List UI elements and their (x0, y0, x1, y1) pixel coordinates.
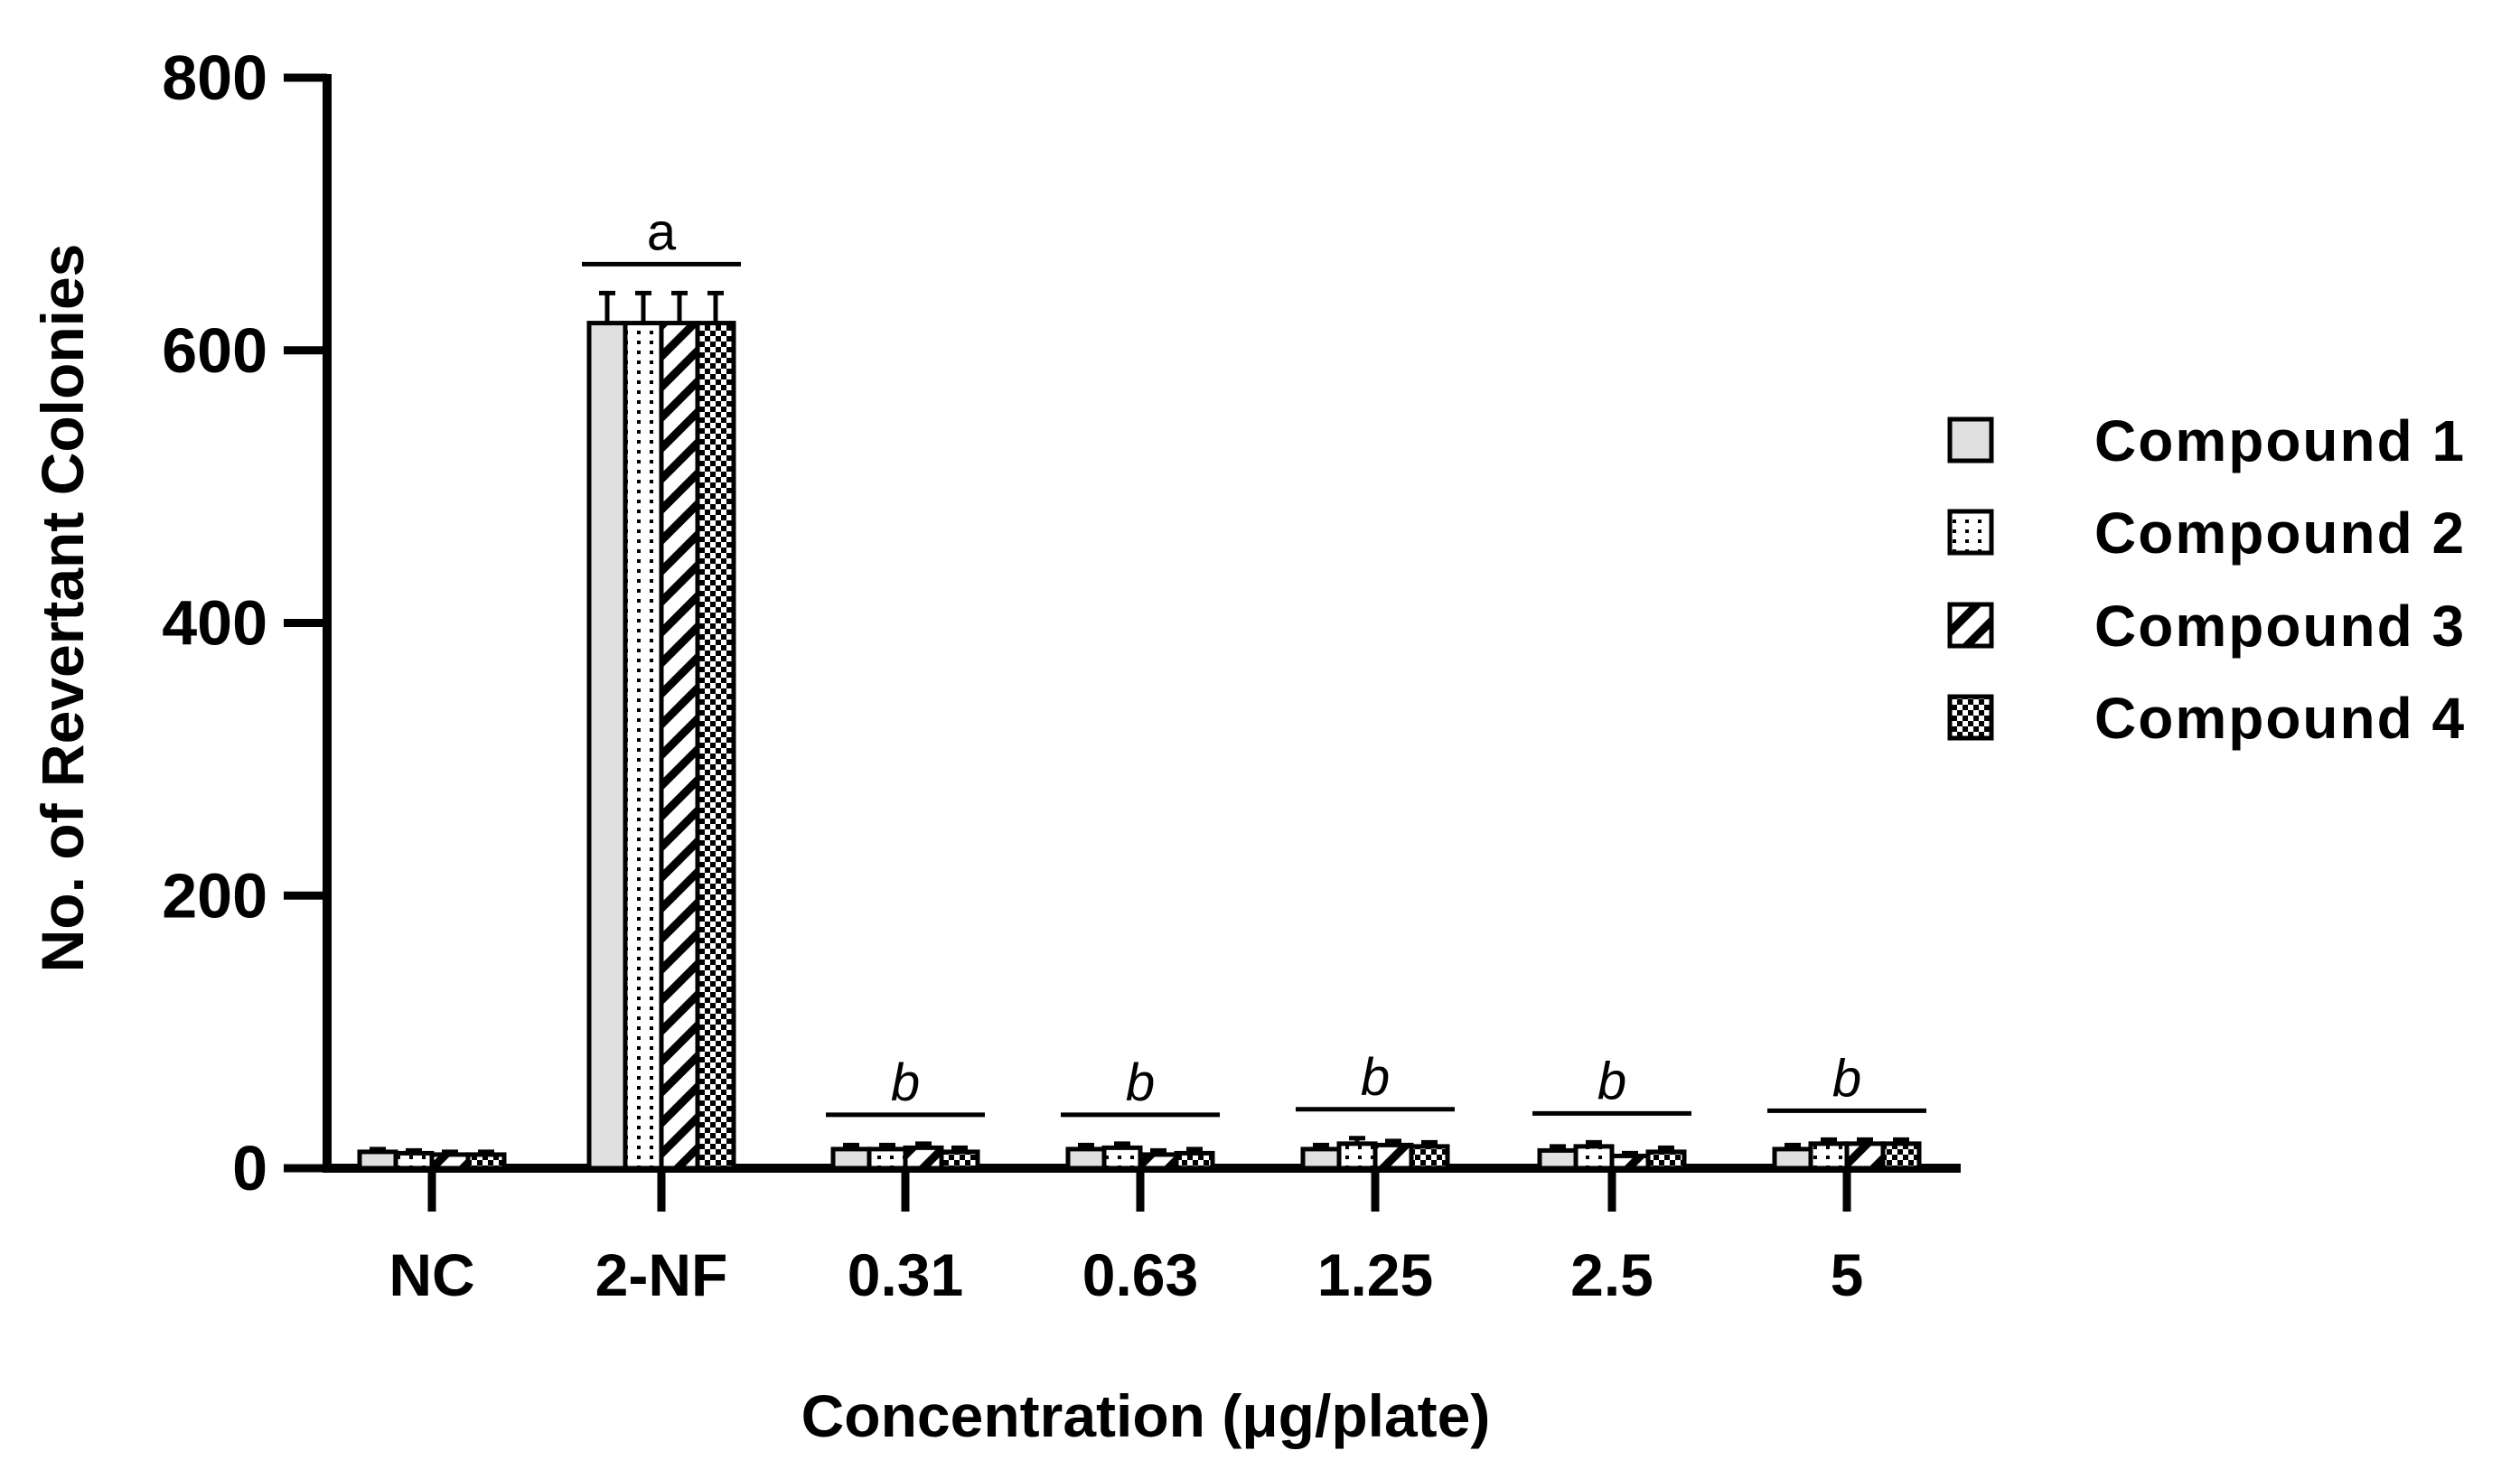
significance-label: a (647, 202, 677, 261)
y-tick-label: 800 (162, 42, 267, 113)
legend-swatch (1947, 694, 1994, 741)
bar (1409, 1144, 1450, 1171)
bar (586, 321, 628, 1171)
bar (830, 1147, 872, 1171)
bar (1537, 1147, 1579, 1171)
significance-label: b (1832, 1049, 1861, 1108)
bar (1336, 1141, 1378, 1171)
bar (867, 1147, 908, 1171)
x-tick-label: 2.5 (1570, 1241, 1653, 1308)
bar (1880, 1141, 1922, 1171)
legend-swatch (1947, 417, 1994, 463)
bar (429, 1152, 471, 1171)
y-tick-label: 400 (162, 588, 267, 659)
legend-label: Compound 2 (2094, 501, 2466, 566)
bar (1174, 1150, 1215, 1171)
bar (1065, 1147, 1107, 1171)
bar (623, 321, 664, 1171)
legend-swatch (1947, 602, 1994, 649)
legend: Compound 1 Compound 2 Compound 3 Compound 4 (1947, 408, 2466, 751)
bar (357, 1149, 398, 1171)
bar (1645, 1149, 1687, 1171)
bar (1609, 1153, 1651, 1171)
bar (659, 321, 700, 1171)
legend-label: Compound 1 (2094, 408, 2466, 473)
bar (393, 1150, 435, 1171)
significance-label: b (1597, 1052, 1626, 1110)
bar (1372, 1142, 1414, 1171)
y-axis: 0 200 400 600 800 (162, 42, 332, 1203)
bar (1808, 1141, 1850, 1171)
y-tick-label: 0 (232, 1133, 267, 1203)
bar (1300, 1147, 1342, 1171)
legend-label: Compound 4 (2094, 686, 2466, 751)
legend-label: Compound 3 (2094, 594, 2466, 659)
x-tick-label: 0.31 (848, 1241, 963, 1308)
x-tick-label: 2-NF (595, 1241, 728, 1308)
legend-swatch (1947, 509, 1994, 556)
bars (357, 290, 1922, 1171)
x-axis: NC 2-NF 0.31 0.63 1.25 2.5 5 (323, 1164, 1961, 1308)
bar (1844, 1141, 1886, 1171)
significance-label: b (1361, 1048, 1390, 1107)
y-tick-label: 600 (162, 315, 267, 386)
y-axis-title: No. of Revertant Colonies (29, 244, 96, 973)
bar (1138, 1152, 1179, 1171)
x-tick-label: 0.63 (1082, 1241, 1198, 1308)
x-tick-label: NC (389, 1241, 474, 1308)
bar (695, 321, 736, 1171)
x-axis-title: Concentration (μg/plate) (801, 1382, 1491, 1449)
bar (465, 1152, 507, 1171)
bar (939, 1149, 980, 1171)
significance-markers: a b b b b b (582, 202, 1926, 1118)
x-tick-label: 5 (1831, 1241, 1864, 1308)
bar (1772, 1147, 1813, 1171)
y-tick-label: 200 (162, 860, 267, 931)
bar (903, 1145, 944, 1171)
significance-label: b (891, 1053, 920, 1112)
x-tick-label: 1.25 (1317, 1241, 1433, 1308)
bar (1101, 1145, 1143, 1171)
significance-label: b (1126, 1053, 1155, 1112)
bar (1573, 1144, 1615, 1171)
